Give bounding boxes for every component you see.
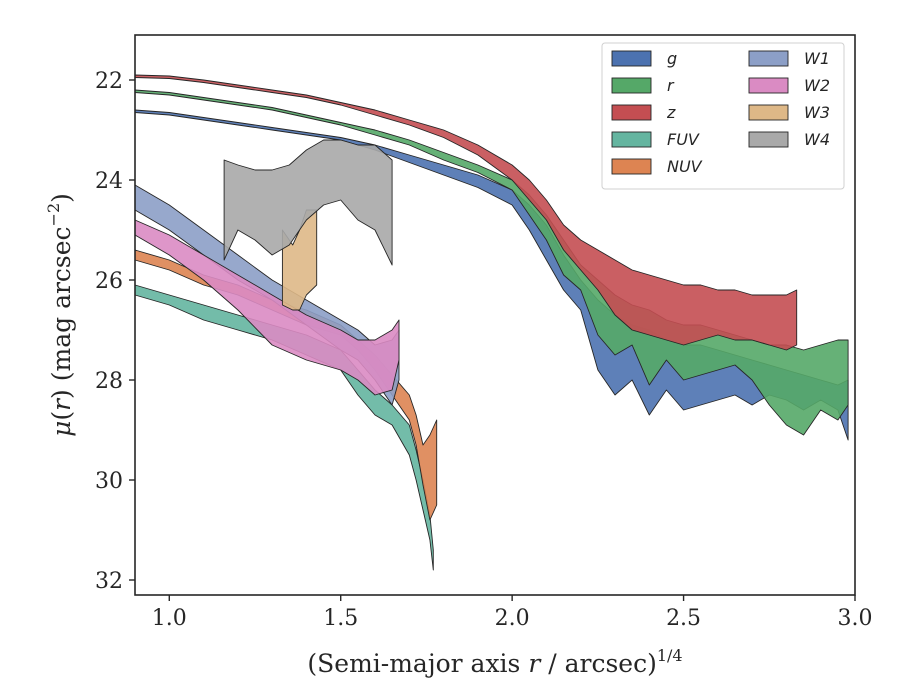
y-tick-label: 22	[95, 69, 123, 94]
legend-label-fuv: FUV	[667, 130, 700, 149]
legend-swatch-nuv	[611, 158, 652, 175]
series-layer	[134, 74, 849, 571]
legend-swatch-w1	[748, 50, 789, 67]
y-tick-label: 26	[95, 269, 123, 294]
x-tick-label: 1.0	[152, 606, 187, 631]
x-axis-label: (Semi-major axis r / arcsec)1/4	[307, 646, 682, 678]
plot-frame	[134, 34, 856, 596]
series-band-w3	[281, 209, 318, 311]
y-axis-label: μ(r) (mag arcsec−2)	[44, 193, 76, 437]
y-tick-label: 30	[95, 469, 123, 494]
legend-swatch-fuv	[611, 131, 652, 148]
legend-label-w4: W4	[804, 130, 830, 149]
legend-label-w2: W2	[804, 76, 830, 95]
legend-label-w3: W3	[804, 103, 830, 122]
x-tick-label: 2.0	[495, 606, 530, 631]
legend-swatch-z	[611, 104, 652, 121]
legend-label-z: z	[666, 103, 676, 122]
legend-swatch-r	[611, 77, 652, 94]
series-band-w4	[223, 139, 393, 266]
legend-swatch-w4	[748, 131, 789, 148]
y-axis: 22 24 26 28 30 32	[95, 69, 135, 594]
legend: grz FUV NUV W1 W2 W3 W4	[601, 42, 845, 190]
legend-label-w1: W1	[804, 49, 830, 68]
legend-swatch-w3	[748, 104, 789, 121]
x-tick-label: 2.5	[666, 606, 701, 631]
y-tick-label: 28	[95, 369, 123, 394]
legend-swatch-g	[611, 50, 652, 67]
series-band-w2	[134, 219, 400, 396]
series-band-r	[134, 89, 849, 436]
y-tick-label: 24	[95, 169, 123, 194]
legend-label-g: g	[667, 49, 677, 68]
x-tick-label: 1.5	[323, 606, 358, 631]
series-band-z	[134, 74, 798, 351]
y-tick-label: 32	[95, 569, 123, 594]
legend-swatch-w2	[748, 77, 789, 94]
legend-label-r: r	[667, 76, 675, 95]
x-tick-label: 3.0	[838, 606, 873, 631]
legend-label-nuv: NUV	[667, 157, 703, 176]
x-axis: 1.0 1.5 2.0 2.5 3.0	[152, 595, 873, 631]
